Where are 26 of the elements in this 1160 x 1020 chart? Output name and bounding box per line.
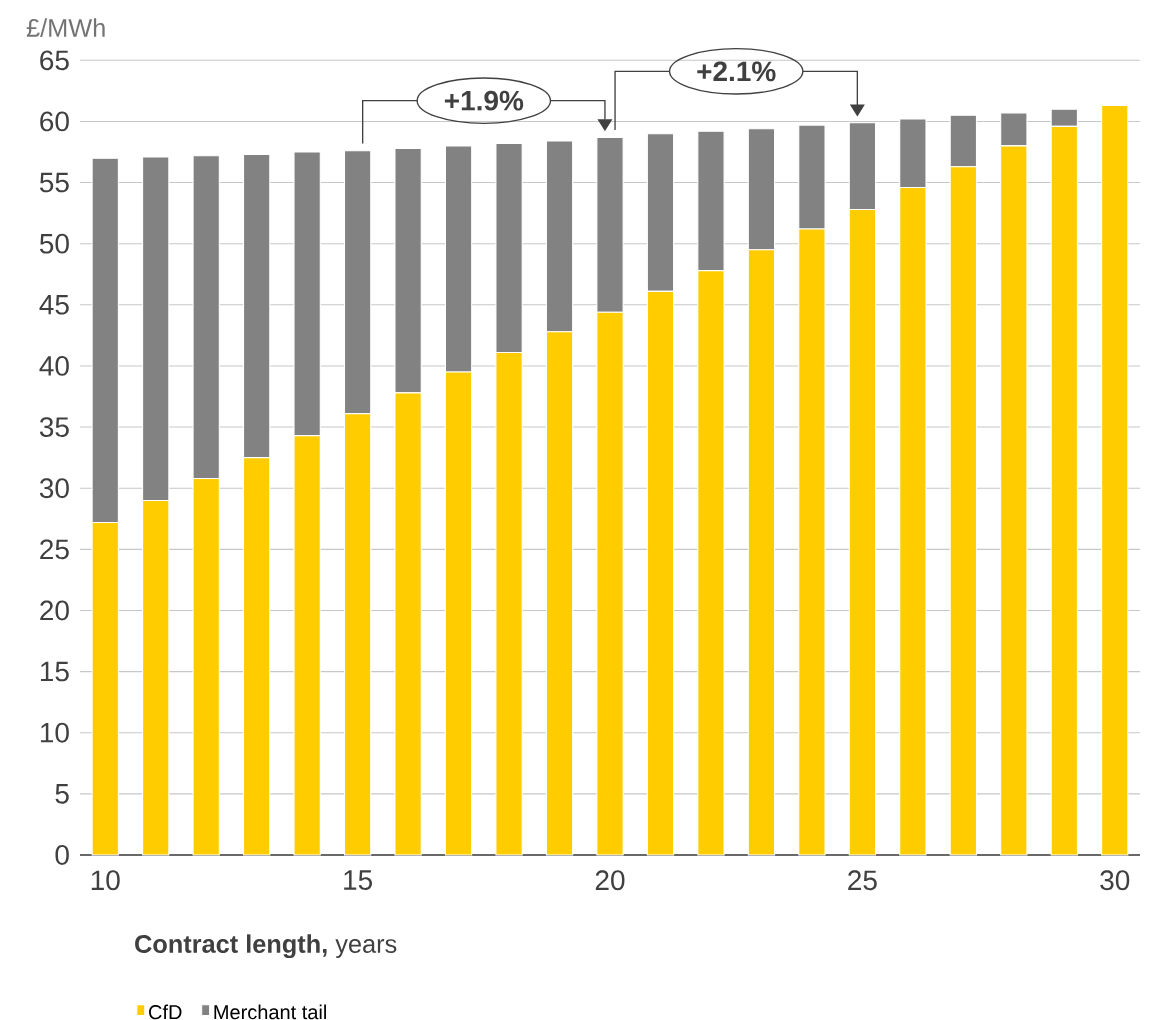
annotation: +2.1% [697, 61, 776, 82]
x-tick-label: 15 [344, 870, 373, 890]
y-tick-label: 45 [39, 295, 69, 315]
x-tick-label: 20 [595, 870, 625, 891]
y-tick-label: 60 [40, 111, 69, 132]
x-axis-title: Contract length, years [135, 934, 397, 959]
x-tick-label: 10 [91, 870, 120, 891]
y-tick-label: 50 [39, 233, 69, 254]
y-tick-label: 0 [55, 845, 69, 865]
y-tick-label: 25 [40, 539, 69, 560]
legend-label: Merchant tail [214, 1004, 326, 1020]
y-axis-title: £/MWh [26, 18, 105, 37]
y-tick-label: 20 [40, 600, 69, 621]
x-tick-label: 30 [1100, 870, 1130, 891]
y-tick-label: 35 [39, 417, 69, 437]
x-tick-label: 25 [848, 870, 877, 891]
y-tick-label: 5 [55, 784, 69, 804]
y-tick-label: 40 [39, 356, 69, 376]
y-tick-label: 15 [40, 661, 69, 682]
y-tick-label: 55 [39, 172, 69, 193]
y-tick-label: 10 [40, 722, 69, 743]
y-tick-label: 65 [40, 50, 69, 71]
annotation: +1.9% [444, 90, 524, 111]
y-tick-label: 30 [39, 478, 69, 499]
bar [1101, 105, 1129, 856]
legend-label: CfD [149, 1004, 182, 1020]
